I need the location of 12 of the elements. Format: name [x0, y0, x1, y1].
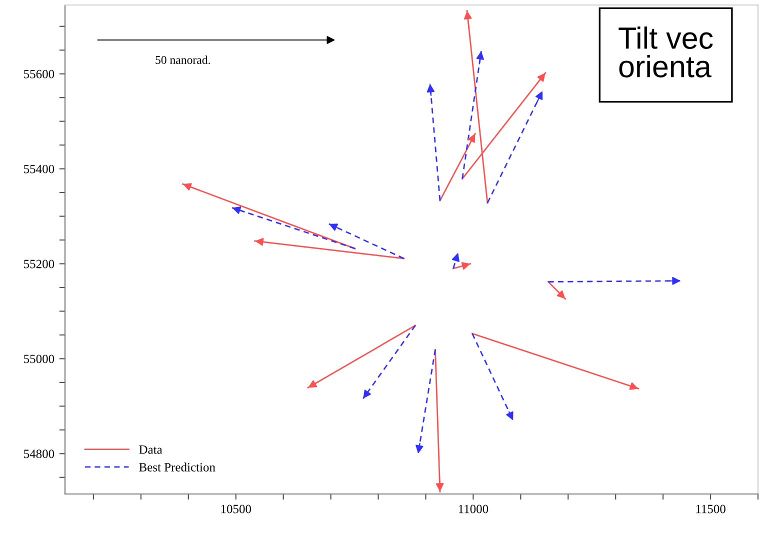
- annotation: 50 nanorad.: [156, 56, 210, 64]
- x-tick-label: 11000: [458, 504, 488, 514]
- y-tick-label: 55200: [24, 260, 54, 268]
- y-tick-label: 55600: [24, 70, 54, 78]
- legend-label: Best Prediction: [139, 462, 216, 472]
- y-tick-label: 55000: [24, 354, 54, 364]
- legend-label: Data: [139, 445, 162, 454]
- y-tick-label: 54800: [24, 450, 54, 458]
- x-tick-label: 11500: [696, 504, 726, 514]
- x-tick-label: 10500: [221, 504, 252, 514]
- annotation: Tilt vec orienta: [618, 26, 713, 78]
- y-tick-label: 55400: [24, 164, 54, 174]
